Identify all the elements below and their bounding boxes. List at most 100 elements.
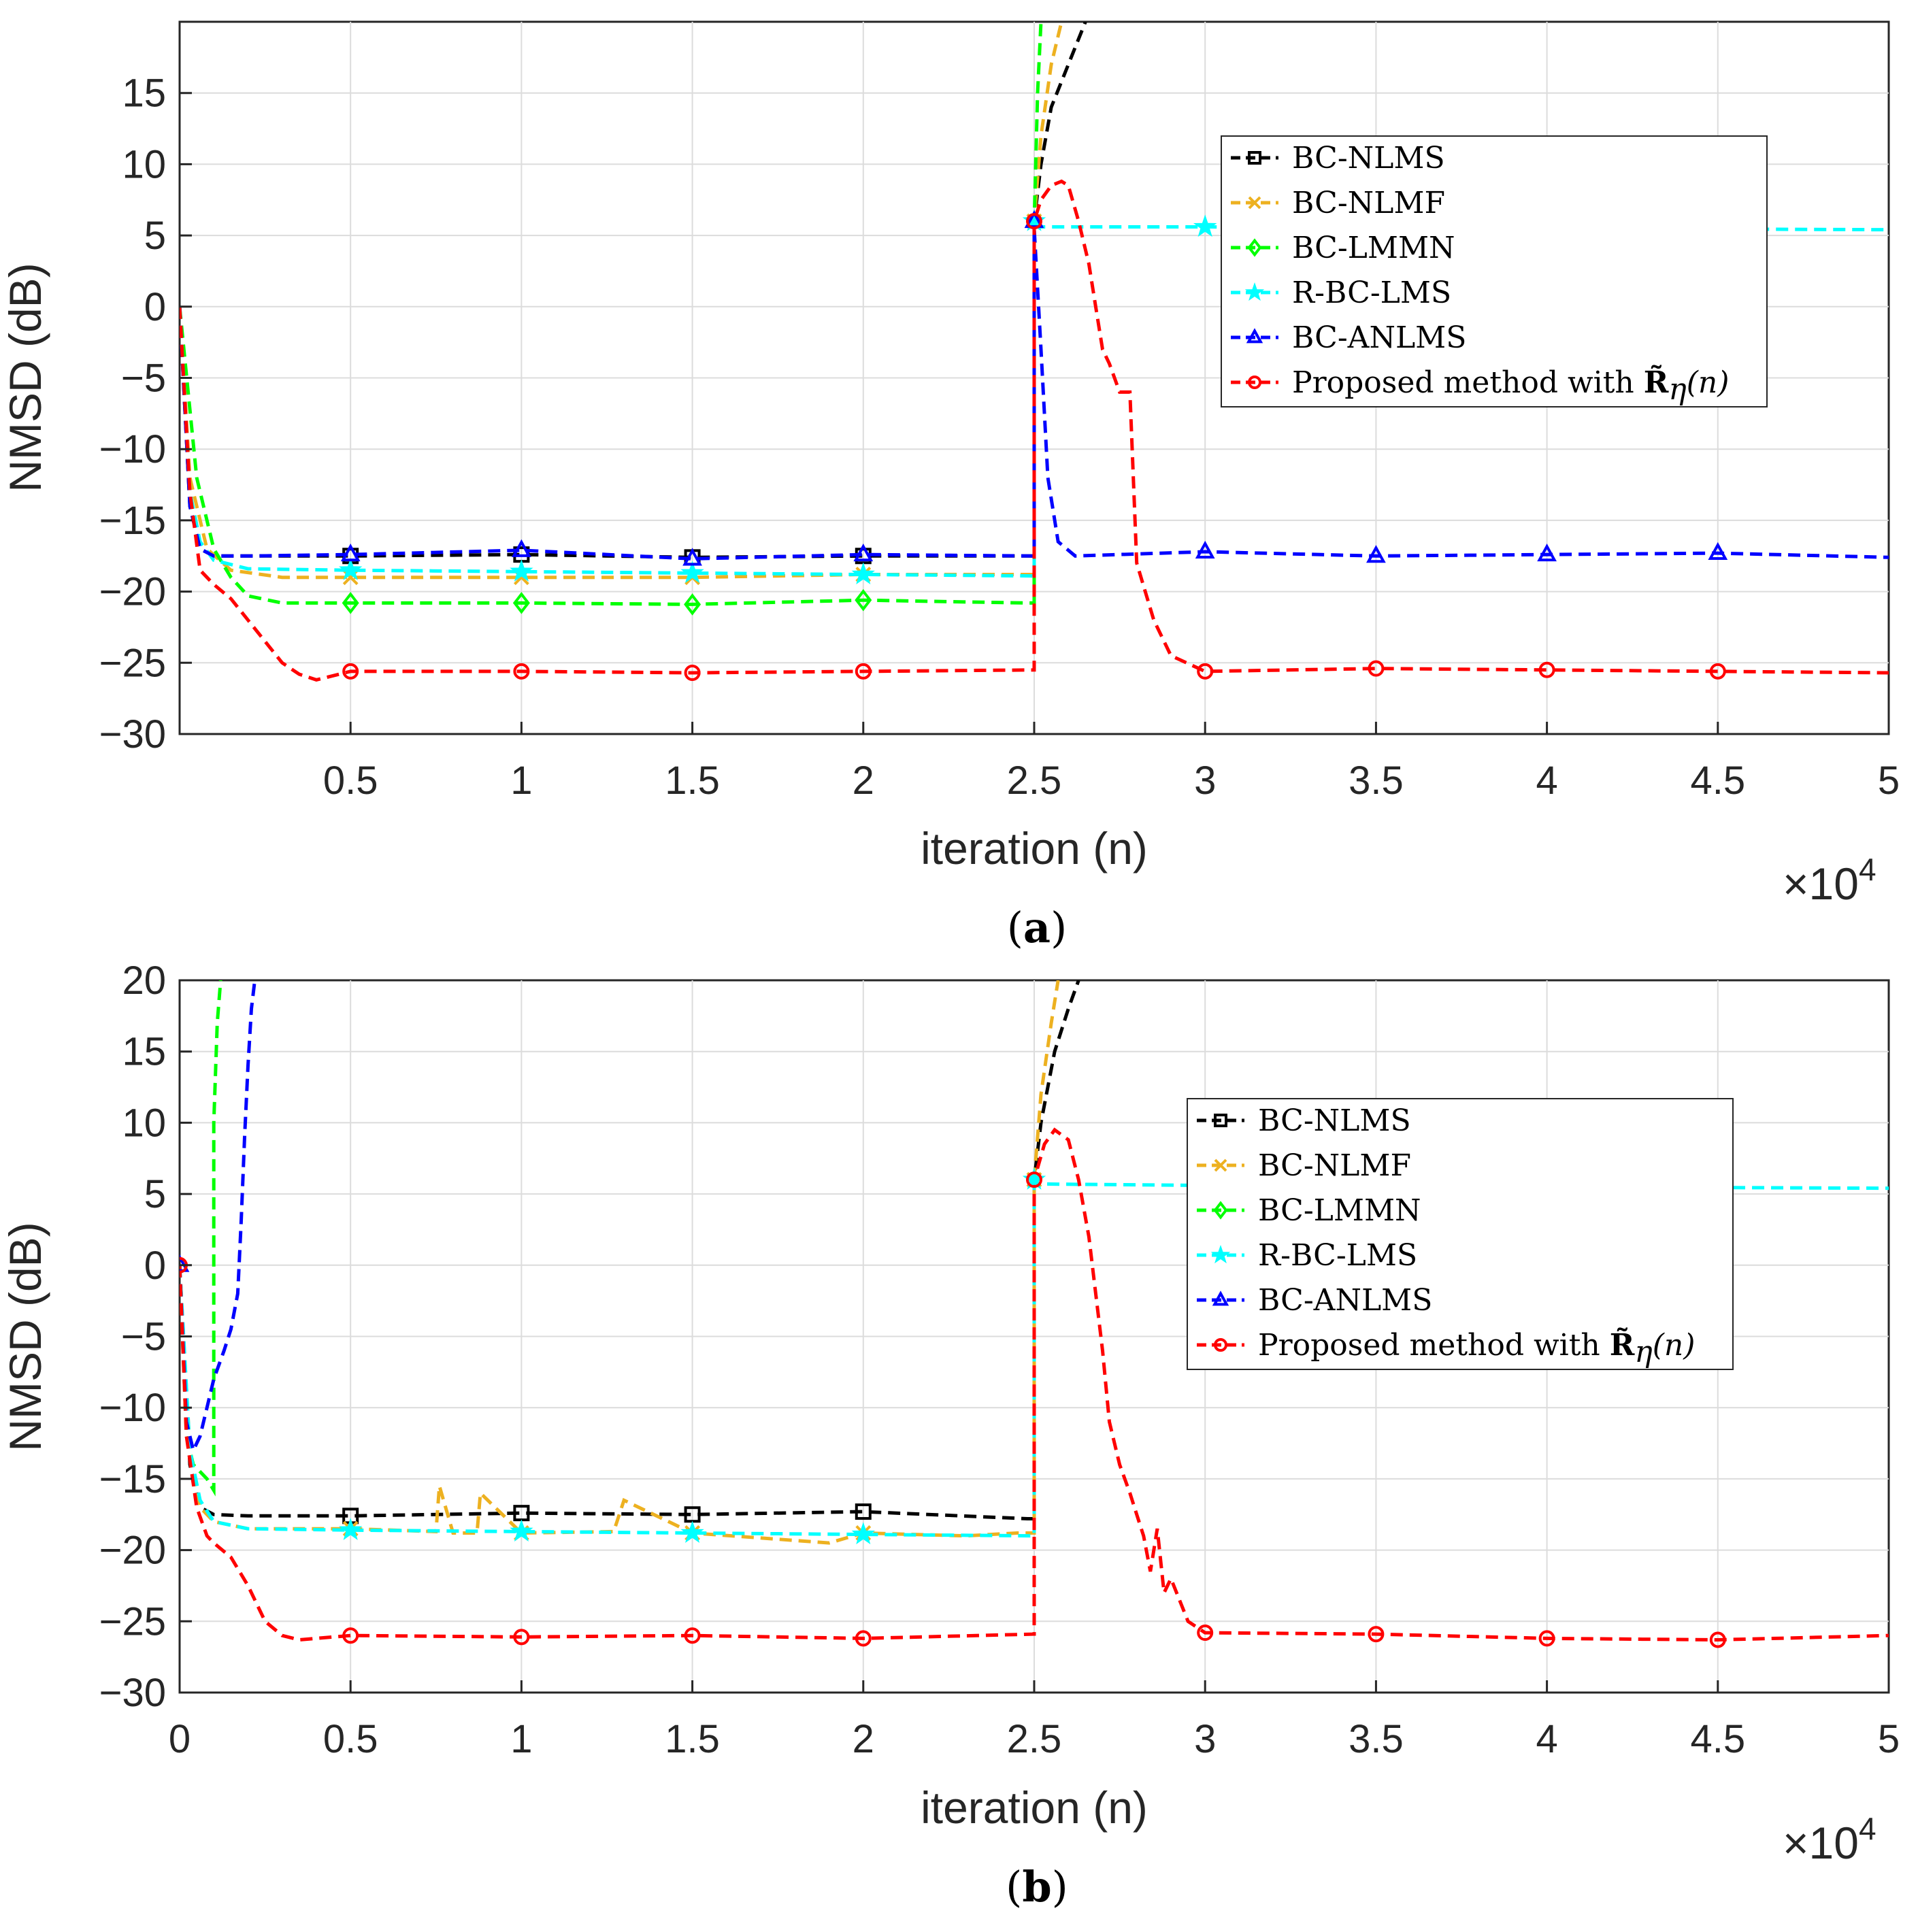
data-point-marker xyxy=(851,562,876,585)
legend-swatch-marker xyxy=(1248,196,1261,210)
y-tick-label: 20 xyxy=(122,959,166,1003)
data-point-marker xyxy=(682,548,702,566)
x-tick-label: 1 xyxy=(510,1717,532,1761)
x-tick-label: 1.5 xyxy=(665,759,720,803)
y-axis-label-b: NMSD (dB) xyxy=(0,1222,50,1451)
legend-label: R-BC-LMS xyxy=(1292,276,1451,310)
data-point-marker xyxy=(1197,1625,1214,1642)
data-point-marker xyxy=(855,663,872,680)
y-tick-label: −5 xyxy=(121,356,166,401)
data-point-marker xyxy=(1368,1626,1385,1643)
data-point-marker xyxy=(855,1630,872,1647)
legend-swatch-marker xyxy=(1247,238,1262,257)
x-tick-label: 3 xyxy=(1194,759,1216,803)
x-axis-label-b: iteration (n) xyxy=(921,1782,1148,1833)
legend-swatch-marker xyxy=(1244,282,1265,301)
legend-swatch-marker xyxy=(1210,1244,1231,1264)
legend-label: BC-NLMF xyxy=(1292,186,1445,220)
y-tick-label: 10 xyxy=(122,142,166,186)
data-point-marker xyxy=(1709,663,1726,680)
x-tick-label: 2 xyxy=(853,1717,874,1761)
legend-items-a: BC-NLMS BC-NLMF BC-LMMN R-BC-LMS BC-ANLMS Pro… xyxy=(1231,141,1729,407)
y-tick-label: −10 xyxy=(99,427,166,471)
x-tick-label: 0.5 xyxy=(323,1717,378,1761)
legend-label: BC-LMMN xyxy=(1292,231,1455,265)
y-tick-label: −5 xyxy=(121,1315,166,1359)
legend-box-a xyxy=(1221,135,1768,407)
x-tick-label: 1 xyxy=(510,759,532,803)
legend-label: Proposed method with R̃η(n) xyxy=(1292,364,1729,407)
ticks-b: 0 0.5 1 1.5 2 2.5 3 3.5 4 4.5 5 −30 −25 −20 −15 −10 −5 0 5… xyxy=(99,959,1900,1761)
x-tick-label: 2.5 xyxy=(1007,1717,1062,1761)
caption-a: (a) xyxy=(1007,903,1068,952)
data-point-marker xyxy=(180,1254,190,1272)
data-point-marker xyxy=(512,539,531,557)
y-axis-label-a: NMSD (dB) xyxy=(0,263,50,492)
legend-label: BC-ANLMS xyxy=(1292,320,1466,355)
data-point-marker xyxy=(342,592,359,614)
data-point-marker xyxy=(1709,1631,1726,1648)
legend-swatch-marker xyxy=(1214,1159,1227,1172)
data-point-marker xyxy=(342,1627,359,1644)
data-point-marker xyxy=(338,558,363,580)
panel-b: 0 0.5 1 1.5 2 2.5 3 3.5 4 4.5 5 −30 −25 −20 −15 −10 −5 0 5… xyxy=(0,959,1900,1912)
x-tick-label: 3.5 xyxy=(1349,1717,1404,1761)
data-point-marker xyxy=(1366,545,1386,563)
data-point-marker xyxy=(1368,660,1385,677)
series-clip xyxy=(180,22,1889,682)
y-tick-label: 15 xyxy=(122,71,166,116)
data-point-marker xyxy=(340,544,361,562)
y-tick-label: 0 xyxy=(144,1244,166,1288)
legend-swatch-marker xyxy=(1214,1338,1227,1352)
data-point-marker xyxy=(1026,1171,1042,1188)
data-point-marker xyxy=(1537,544,1557,562)
y-tick-label: −20 xyxy=(99,1529,166,1573)
legend-b: BC-NLMS BC-NLMF BC-LMMN R-BC-LMS BC-ANLMS Pro… xyxy=(1187,1098,1734,1370)
legend-swatch-marker xyxy=(1246,328,1263,344)
data-point-marker xyxy=(510,1519,533,1542)
y-tick-label: −25 xyxy=(99,1599,166,1644)
data-point-marker xyxy=(853,544,874,562)
caption-b: (b) xyxy=(1006,1862,1068,1912)
x-tick-label: 4.5 xyxy=(1690,759,1745,803)
data-point-marker xyxy=(338,1518,363,1540)
y-tick-label: 5 xyxy=(144,1172,166,1216)
legend-a: BC-NLMS BC-NLMF BC-LMMN R-BC-LMS BC-ANLMS Pro… xyxy=(1221,135,1768,407)
legend-items-b: BC-NLMS BC-NLMF BC-LMMN R-BC-LMS BC-ANLMS Pro… xyxy=(1197,1103,1695,1369)
legend-label: R-BC-LMS xyxy=(1258,1238,1417,1273)
data-point-marker xyxy=(680,1520,704,1544)
data-point-marker xyxy=(342,663,359,680)
data-point-marker xyxy=(680,561,704,583)
series-line-bc-nlmf xyxy=(180,22,1063,580)
x-tick-label: 2.5 xyxy=(1007,759,1062,803)
y-tick-label: −15 xyxy=(99,499,166,543)
legend-swatch-marker xyxy=(1213,1201,1228,1220)
data-point-marker xyxy=(1026,213,1042,230)
series-line-r-bc-lms xyxy=(180,225,1889,578)
x-multiplier-a: ×104 xyxy=(1783,852,1876,909)
legend-label: BC-LMMN xyxy=(1258,1193,1421,1228)
data-point-marker xyxy=(513,1629,530,1646)
legend-swatch-marker xyxy=(1248,376,1261,389)
x-tick-label: 2 xyxy=(853,759,874,803)
data-point-marker xyxy=(684,593,701,616)
x-multiplier-b: ×104 xyxy=(1783,1811,1876,1868)
data-point-marker xyxy=(510,559,533,582)
y-tick-label: 10 xyxy=(122,1101,166,1145)
series-line-bc-anlms xyxy=(180,228,1889,561)
legend-label: BC-NLMS xyxy=(1258,1103,1411,1138)
series-line-proposed-method-with xyxy=(180,1127,1889,1642)
y-tick-label: −30 xyxy=(99,1671,166,1715)
data-point-marker xyxy=(1195,540,1215,559)
x-axis-label-a: iteration (n) xyxy=(921,823,1148,873)
legend-label: BC-NLMS xyxy=(1292,141,1445,176)
series-line-r-bc-lms xyxy=(180,1182,1889,1538)
legend-label: BC-NLMF xyxy=(1258,1148,1411,1183)
data-point-marker xyxy=(512,592,530,614)
data-point-marker xyxy=(684,664,701,681)
y-tick-label: −10 xyxy=(99,1386,166,1430)
series-layer-a xyxy=(180,22,1889,682)
legend-label: Proposed method with R̃η(n) xyxy=(1258,1327,1695,1369)
data-point-marker xyxy=(855,588,872,612)
series-layer-b xyxy=(180,980,1889,1648)
